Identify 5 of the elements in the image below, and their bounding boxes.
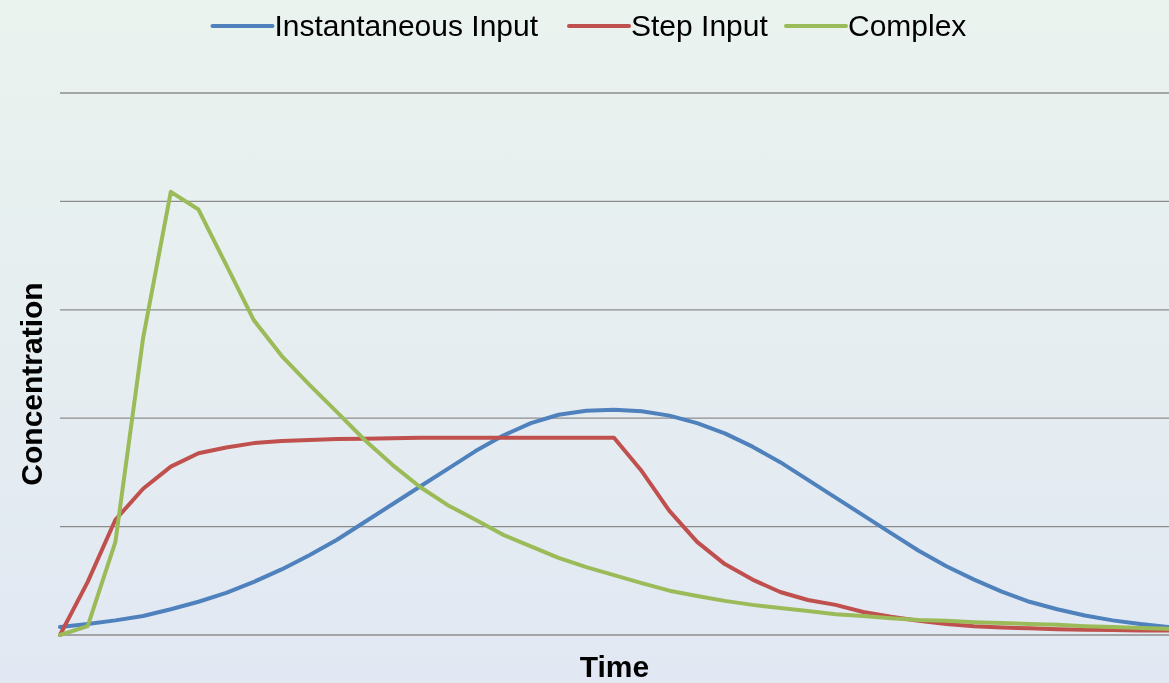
x-axis-title: Time <box>579 650 650 683</box>
legend-label: Complex <box>848 9 967 42</box>
legend-label: Instantaneous Input <box>274 9 539 42</box>
legend-label: Step Input <box>631 9 769 42</box>
y-axis-title: Concentration <box>15 282 48 486</box>
